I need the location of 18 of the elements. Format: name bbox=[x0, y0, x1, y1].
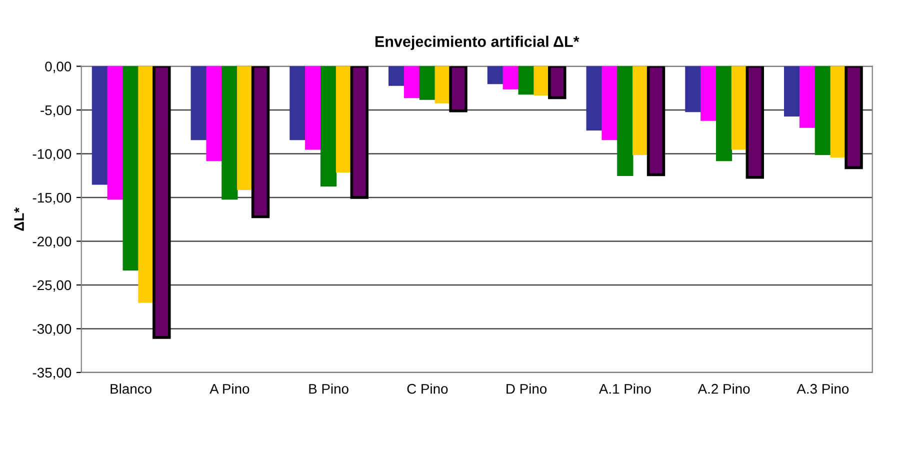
x-tick-label: Blanco bbox=[110, 384, 152, 394]
y-tick-label: -30,00 bbox=[32, 324, 72, 336]
x-tick-label: A.2 Pino bbox=[698, 384, 750, 394]
y-tick-label: -15,00 bbox=[32, 192, 72, 204]
x-tick-label: A Pino bbox=[210, 384, 250, 394]
x-tick-label: C Pino bbox=[407, 384, 448, 394]
x-tick-label: B Pino bbox=[309, 384, 348, 394]
y-tick-label: -10,00 bbox=[32, 149, 72, 161]
y-axis-title: ΔL* bbox=[14, 207, 24, 231]
x-tick-label: A.1 Pino bbox=[598, 384, 651, 394]
y-tick-label: -5,00 bbox=[40, 105, 72, 117]
y-tick-label: 0,00 bbox=[45, 62, 72, 74]
y-tick-label: -20,00 bbox=[32, 236, 72, 248]
y-tick-label: -25,00 bbox=[32, 280, 72, 292]
y-tick-label: -35,00 bbox=[32, 368, 72, 380]
x-tick-label: D Pino bbox=[506, 384, 547, 394]
chart-title: Envejecimiento artificial ΔL* bbox=[375, 36, 580, 50]
x-tick-label: A.3 Pino bbox=[796, 384, 849, 394]
